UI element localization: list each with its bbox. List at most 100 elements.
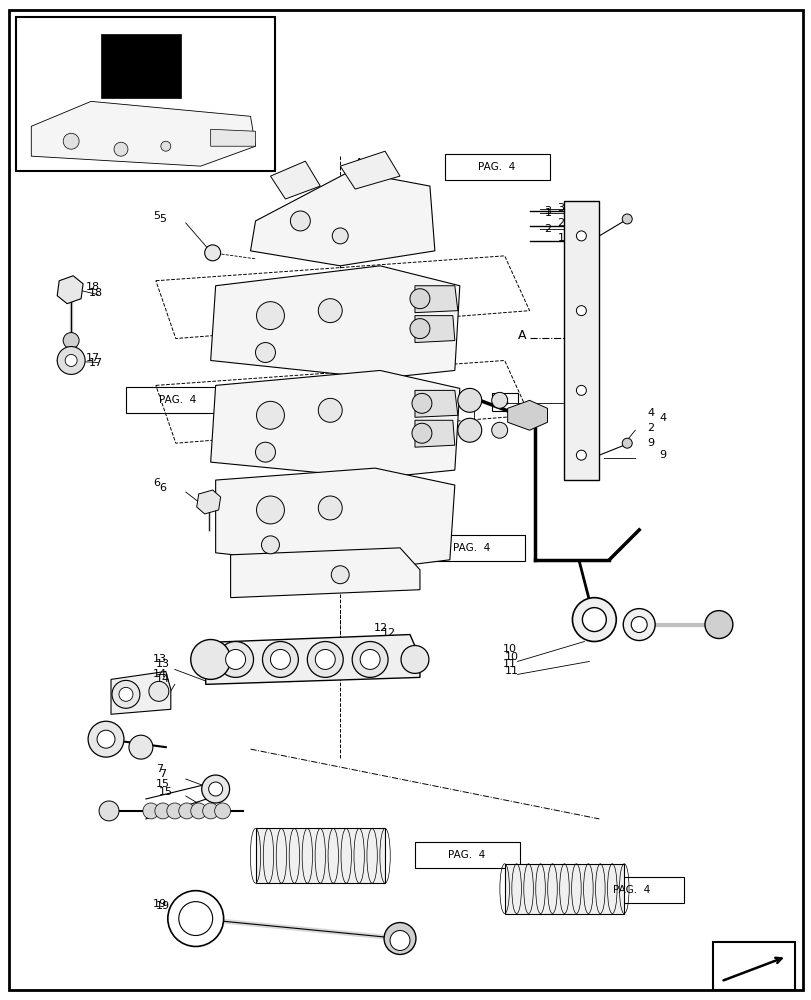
- Bar: [16, 17, 275, 171]
- Text: A: A: [354, 157, 363, 170]
- Circle shape: [256, 302, 284, 330]
- Text: 12: 12: [382, 628, 396, 638]
- Circle shape: [401, 646, 428, 673]
- Polygon shape: [111, 671, 170, 714]
- Circle shape: [119, 687, 133, 701]
- Text: 2: 2: [557, 218, 564, 228]
- Circle shape: [352, 642, 388, 677]
- Text: 11: 11: [504, 666, 518, 676]
- Text: PAG.  4: PAG. 4: [611, 885, 649, 895]
- Polygon shape: [196, 490, 221, 514]
- Circle shape: [410, 289, 429, 309]
- Text: 16: 16: [464, 395, 478, 405]
- Text: PAG.  4: PAG. 4: [448, 850, 485, 860]
- Circle shape: [290, 211, 310, 231]
- Text: 3: 3: [557, 203, 564, 213]
- Circle shape: [155, 803, 170, 819]
- Text: 11: 11: [502, 659, 516, 669]
- Polygon shape: [230, 548, 419, 598]
- Text: 4: 4: [659, 413, 666, 423]
- Circle shape: [576, 385, 586, 395]
- Circle shape: [114, 142, 128, 156]
- Circle shape: [112, 680, 139, 708]
- Text: 17: 17: [86, 353, 100, 363]
- Text: 15: 15: [156, 779, 169, 789]
- Text: PAG.  4: PAG. 4: [453, 543, 490, 553]
- Circle shape: [262, 642, 298, 677]
- Polygon shape: [57, 276, 83, 304]
- Bar: [491, 393, 517, 411]
- Circle shape: [491, 392, 507, 408]
- Circle shape: [255, 343, 275, 362]
- Text: 6: 6: [159, 483, 165, 493]
- Polygon shape: [414, 316, 454, 343]
- Circle shape: [63, 333, 79, 349]
- Polygon shape: [414, 286, 457, 313]
- Circle shape: [191, 640, 230, 679]
- Circle shape: [572, 598, 616, 642]
- Text: 2: 2: [544, 224, 551, 234]
- Circle shape: [65, 354, 77, 366]
- Circle shape: [97, 730, 115, 748]
- Polygon shape: [340, 151, 400, 189]
- Circle shape: [168, 891, 223, 946]
- Circle shape: [576, 450, 586, 460]
- Circle shape: [256, 401, 284, 429]
- Circle shape: [208, 782, 222, 796]
- Circle shape: [143, 803, 159, 819]
- Circle shape: [384, 923, 415, 954]
- Text: 9: 9: [646, 438, 654, 448]
- Circle shape: [214, 803, 230, 819]
- Text: 12: 12: [374, 623, 388, 633]
- Circle shape: [491, 422, 507, 438]
- Text: A: A: [517, 329, 526, 342]
- Circle shape: [318, 299, 341, 323]
- Circle shape: [411, 393, 431, 413]
- Circle shape: [201, 775, 230, 803]
- Polygon shape: [414, 420, 454, 447]
- Circle shape: [318, 398, 341, 422]
- Text: 19: 19: [152, 899, 167, 909]
- Circle shape: [457, 388, 481, 412]
- Polygon shape: [414, 390, 457, 417]
- Polygon shape: [32, 101, 255, 166]
- Bar: [444, 154, 549, 180]
- Circle shape: [581, 608, 606, 632]
- Circle shape: [621, 438, 632, 448]
- Polygon shape: [205, 635, 419, 684]
- Polygon shape: [270, 161, 320, 199]
- Text: 19: 19: [156, 901, 169, 911]
- Circle shape: [270, 649, 290, 669]
- Circle shape: [318, 496, 341, 520]
- Circle shape: [57, 347, 85, 374]
- Bar: [712, 942, 794, 990]
- Text: 18: 18: [89, 288, 103, 298]
- Text: 2: 2: [646, 423, 654, 433]
- Circle shape: [166, 803, 182, 819]
- Text: 7: 7: [159, 769, 165, 779]
- Circle shape: [161, 141, 170, 151]
- Circle shape: [256, 496, 284, 524]
- Circle shape: [99, 801, 119, 821]
- Bar: [579, 877, 683, 903]
- Circle shape: [261, 536, 279, 554]
- Polygon shape: [210, 266, 459, 378]
- Text: 13: 13: [156, 659, 169, 669]
- Text: 8: 8: [496, 397, 503, 407]
- Bar: [414, 842, 519, 868]
- Text: 16: 16: [464, 400, 478, 410]
- Circle shape: [225, 649, 245, 669]
- Bar: [126, 387, 230, 413]
- Text: 9: 9: [659, 450, 666, 460]
- Circle shape: [129, 735, 152, 759]
- Text: 17: 17: [89, 358, 103, 368]
- Bar: [419, 535, 524, 561]
- Text: 14: 14: [152, 669, 167, 679]
- Circle shape: [88, 721, 124, 757]
- Circle shape: [630, 617, 646, 633]
- Circle shape: [389, 931, 410, 950]
- Text: 5: 5: [159, 214, 165, 224]
- Polygon shape: [564, 201, 599, 480]
- Circle shape: [411, 423, 431, 443]
- Circle shape: [217, 642, 253, 677]
